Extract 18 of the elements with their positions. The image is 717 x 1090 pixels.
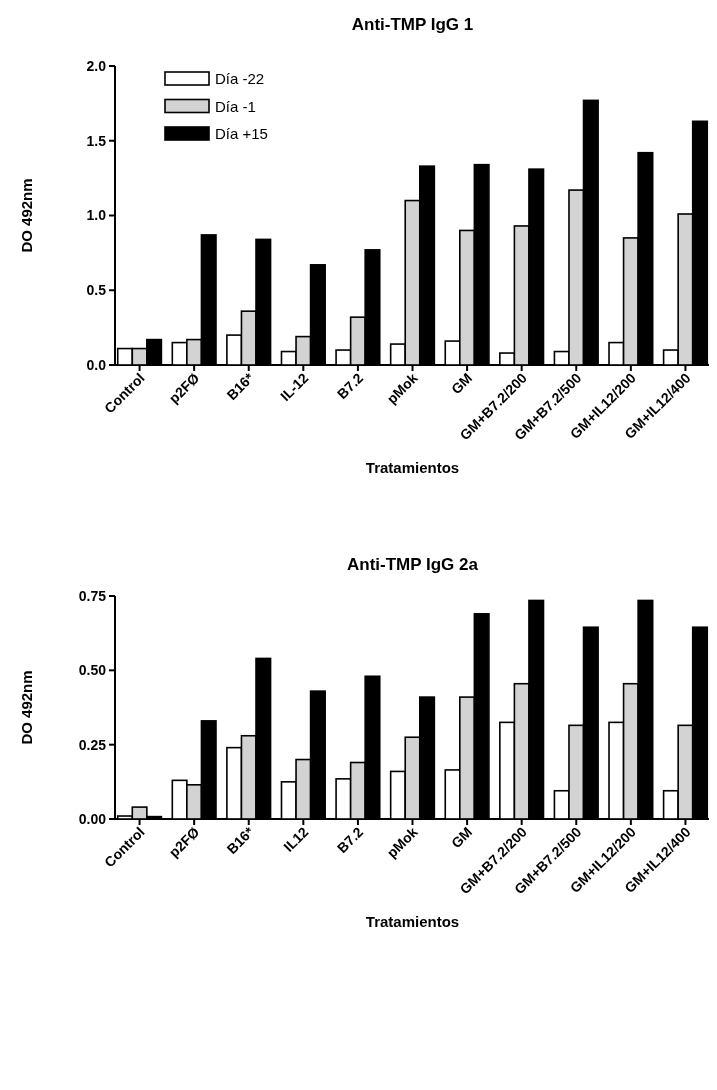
legend-label: Día -1	[215, 97, 256, 115]
y-axis-title: DO 492nm	[18, 178, 35, 253]
y-axis-title: DO 492nm	[18, 670, 35, 745]
y-tick-label: 0.5	[86, 282, 107, 299]
chart-title: Anti-TMP IgG 2a	[347, 555, 479, 574]
legend-label: Día -22	[215, 70, 265, 88]
y-tick-label: 0.00	[78, 810, 107, 827]
y-tick-label: 1.0	[86, 207, 107, 224]
y-tick-label: 0.0	[86, 356, 107, 373]
y-tick-label: 0.75	[78, 587, 107, 604]
chart-title: Anti-TMP IgG 1	[351, 15, 474, 34]
x-axis-title: Tratamientos	[365, 459, 460, 476]
y-tick-label: 0.25	[78, 736, 107, 753]
y-tick-label: 0.50	[78, 662, 107, 679]
legend-label: Día +15	[215, 125, 268, 143]
x-axis-title: Tratamientos	[365, 913, 460, 930]
y-tick-label: 1.5	[86, 132, 107, 149]
y-tick-label: 2.0	[86, 57, 107, 74]
